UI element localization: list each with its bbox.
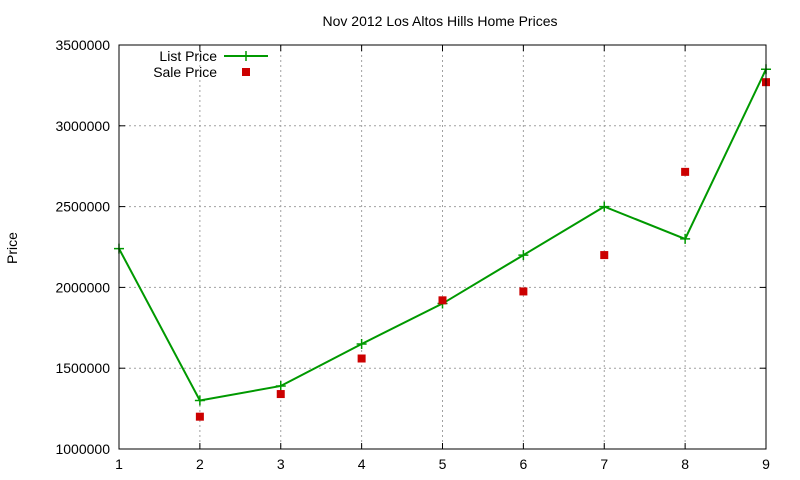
list-price-point: [680, 233, 691, 244]
grid: [119, 45, 766, 449]
sale-price-point: [600, 251, 609, 260]
y-tick-label: 3000000: [55, 118, 110, 134]
x-tick-label: 5: [439, 456, 447, 472]
legend-symbol-list-price: [224, 51, 268, 61]
axis-ticks: 1000000 1500000 2000000 2500000 3000000 35000…: [55, 37, 770, 472]
list-price-point: [275, 380, 286, 391]
legend-marker: [241, 51, 251, 61]
legend-symbol-sale-price: [242, 68, 250, 76]
y-tick-label: 1500000: [55, 360, 110, 376]
list-price-point: [518, 250, 529, 261]
x-tick-label: 2: [196, 456, 204, 472]
legend-marker: [242, 68, 250, 76]
y-tick-label: 2500000: [55, 199, 110, 215]
list-price-point: [599, 201, 610, 212]
y-tick-label: 3500000: [55, 37, 110, 53]
sale-price-point: [357, 354, 366, 363]
chart-title: Nov 2012 Los Altos Hills Home Prices: [323, 13, 558, 29]
list-price-point: [356, 338, 367, 349]
x-tick-label: 6: [519, 456, 527, 472]
legend-label-sale-price: Sale Price: [153, 64, 217, 80]
legend: List Price Sale Price: [153, 48, 268, 80]
x-tick-label: 1: [115, 456, 123, 472]
x-tick-label: 4: [358, 456, 366, 472]
legend-label-list-price: List Price: [159, 48, 217, 64]
list-price-point: [194, 395, 205, 406]
x-tick-label: 9: [762, 456, 770, 472]
x-tick-label: 7: [600, 456, 608, 472]
y-axis-label: Price: [4, 232, 20, 264]
sale-price-point: [519, 287, 528, 296]
sale-price-point: [195, 412, 204, 421]
sale-price-point: [681, 167, 690, 176]
plot-series: [114, 64, 771, 421]
y-tick-label: 2000000: [55, 279, 110, 295]
x-tick-label: 3: [277, 456, 285, 472]
sale-price-point: [438, 296, 447, 305]
x-tick-label: 8: [681, 456, 689, 472]
plot-border: [118, 44, 767, 450]
y-tick-label: 1000000: [55, 441, 110, 457]
sale-price-point: [276, 390, 285, 399]
